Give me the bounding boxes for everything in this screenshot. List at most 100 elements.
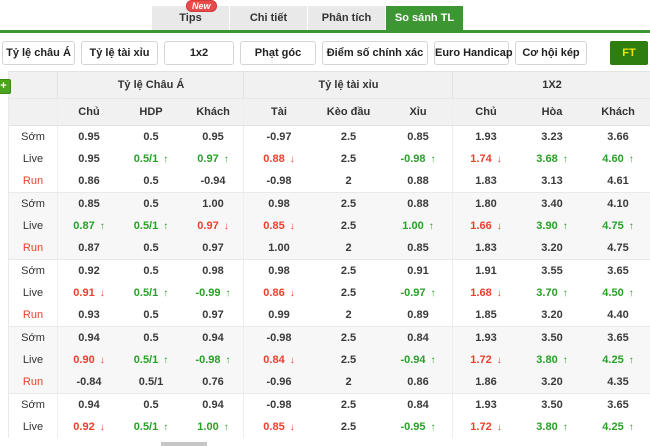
- filter-1x2[interactable]: 1x2: [164, 41, 234, 65]
- odds-cell: 0.5: [120, 170, 182, 192]
- odds-cell: 0.92 ↓: [58, 416, 120, 438]
- tab-so-sanh-tl[interactable]: So sánh TL: [386, 6, 463, 30]
- odds-cell: 3.20: [519, 304, 585, 326]
- odds-cell: 0.76: [182, 371, 244, 393]
- odds-cell: 0.5: [120, 193, 182, 215]
- arrow-down-icon: ↓: [223, 220, 229, 232]
- table-row: Run 0.93 0.5 0.97 0.99 2 0.89 1.85 3.20 4.40: [9, 304, 650, 326]
- arrow-up-icon: ↑: [223, 153, 229, 165]
- odds-cell: 2: [314, 170, 383, 192]
- arrow-down-icon: ↓: [289, 153, 295, 165]
- odds-cell: 3.55: [519, 260, 585, 282]
- odds-value: 3.20: [541, 309, 563, 321]
- odds-value: 0.91: [407, 265, 429, 277]
- odds-cell: -0.98 ↑: [383, 148, 453, 170]
- odds-cell: 3.20: [519, 237, 585, 259]
- tab-phan-tich[interactable]: Phân tích: [308, 6, 385, 30]
- odds-value: 3.68: [536, 153, 558, 165]
- odds-cell: 0.84: [383, 327, 453, 349]
- filter-ty-le-chau-a[interactable]: Tỷ lệ châu Á: [2, 41, 75, 65]
- odds-value: 0.5/1: [133, 220, 159, 232]
- odds-cell: 0.95: [58, 148, 120, 170]
- odds-cell: 1.83: [452, 237, 519, 259]
- filter-euro-handicap[interactable]: Euro Handicap: [434, 41, 513, 65]
- odds-value: 1.80: [475, 198, 497, 210]
- odds-value: 0.94: [78, 399, 100, 411]
- odds-value: 0.94: [202, 399, 224, 411]
- odds-cell: 0.5: [120, 304, 182, 326]
- odds-value: 2.5: [340, 198, 357, 210]
- tab-tips-label: Tips: [179, 12, 202, 24]
- filter-phat-goc[interactable]: Phạt góc: [240, 41, 316, 65]
- filter-co-hoi-kep[interactable]: Cơ hội kép: [515, 41, 587, 65]
- odds-value: 3.66: [607, 131, 629, 143]
- odds-value: 0.98: [202, 265, 224, 277]
- odds-value: 0.5: [143, 131, 159, 143]
- odds-value: 0.98: [268, 265, 290, 277]
- odds-cell: 0.85: [58, 193, 120, 215]
- arrow-up-icon: ↑: [225, 354, 231, 366]
- odds-cell: 2.5: [314, 282, 383, 304]
- odds-value: 3.70: [536, 287, 558, 299]
- group-header-corner: +: [0, 72, 58, 98]
- filter-ty-le-tai-xiu[interactable]: Tỷ lệ tài xỉu: [81, 41, 158, 65]
- arrow-up-icon: ↑: [223, 421, 229, 433]
- odds-value: 0.91: [73, 287, 95, 299]
- odds-value: 3.80: [536, 421, 558, 433]
- filter-diem-so-chinh-xac[interactable]: Điểm số chính xác: [322, 41, 428, 65]
- odds-value: 0.88: [407, 175, 429, 187]
- row-label: Sớm: [9, 260, 58, 282]
- odds-value: 1.74: [470, 153, 492, 165]
- horizontal-scrollbar-thumb[interactable]: [161, 442, 207, 446]
- odds-cell: 4.75 ↑: [585, 215, 650, 237]
- odds-value: 1.66: [470, 220, 492, 232]
- odds-value: 0.85: [407, 131, 429, 143]
- tab-tips[interactable]: Tips New: [152, 0, 229, 30]
- tab-chi-tiet[interactable]: Chi tiết: [230, 6, 307, 30]
- arrow-up-icon: ↑: [430, 421, 436, 433]
- ft-toggle-button[interactable]: FT: [610, 41, 648, 65]
- arrow-up-icon: ↑: [163, 287, 169, 299]
- odds-cell: 1.72 ↓: [452, 416, 519, 438]
- odds-value: 3.90: [536, 220, 558, 232]
- table-row: Run 0.86 0.5 -0.94 -0.98 2 0.88 1.83 3.13 4.61: [9, 170, 650, 192]
- col-header-ah-home: Chủ: [78, 106, 100, 118]
- odds-cell: 1.93: [452, 126, 519, 148]
- col-header-1x2-home: Chủ: [452, 99, 519, 125]
- odds-value: 1.83: [475, 175, 497, 187]
- col-header-ou-line: Kèo đầu: [326, 106, 371, 118]
- odds-value: 2.5: [340, 220, 357, 232]
- odds-cell: 0.98: [182, 260, 244, 282]
- odds-cell: -0.98: [243, 170, 314, 192]
- odds-cell: 0.91 ↓: [58, 282, 120, 304]
- arrow-up-icon: ↑: [562, 153, 568, 165]
- odds-value: 1.83: [475, 242, 497, 254]
- odds-cell: 4.25 ↑: [585, 349, 650, 371]
- odds-value: 4.10: [607, 198, 629, 210]
- odds-value: 1.68: [470, 287, 492, 299]
- expand-plus-icon[interactable]: +: [0, 79, 11, 94]
- odds-cell: -0.99 ↑: [182, 282, 244, 304]
- odds-cell: 4.50 ↑: [585, 282, 650, 304]
- odds-value: 0.84: [407, 332, 429, 344]
- odds-value: -0.96: [266, 376, 292, 388]
- table-group-header: + Tỷ lệ Châu Á Tỷ lệ tài xỉu 1X2: [0, 72, 650, 99]
- odds-value: 0.95: [78, 153, 100, 165]
- odds-cell: 1.80: [452, 193, 519, 215]
- odds-cell: 3.65: [585, 260, 650, 282]
- odds-value: 0.88: [407, 198, 429, 210]
- group-header-1x2: 1X2: [452, 72, 650, 98]
- odds-comparison-table: + Tỷ lệ Châu Á Tỷ lệ tài xỉu 1X2 Chủ HDP…: [0, 71, 650, 446]
- odds-cell: -0.98 ↑: [182, 349, 244, 371]
- odds-value: 4.75: [607, 242, 629, 254]
- odds-value: 4.75: [602, 220, 624, 232]
- group-header-over-under: Tỷ lệ tài xỉu: [243, 72, 453, 98]
- odds-cell: 0.97: [182, 237, 244, 259]
- odds-cell: 0.90 ↓: [58, 349, 120, 371]
- odds-value: 4.60: [602, 153, 624, 165]
- arrow-up-icon: ↑: [430, 153, 436, 165]
- arrow-down-icon: ↓: [289, 220, 295, 232]
- odds-cell: 1.00: [182, 193, 244, 215]
- odds-value: -0.98: [266, 332, 292, 344]
- odds-cell: 3.80 ↑: [519, 416, 585, 438]
